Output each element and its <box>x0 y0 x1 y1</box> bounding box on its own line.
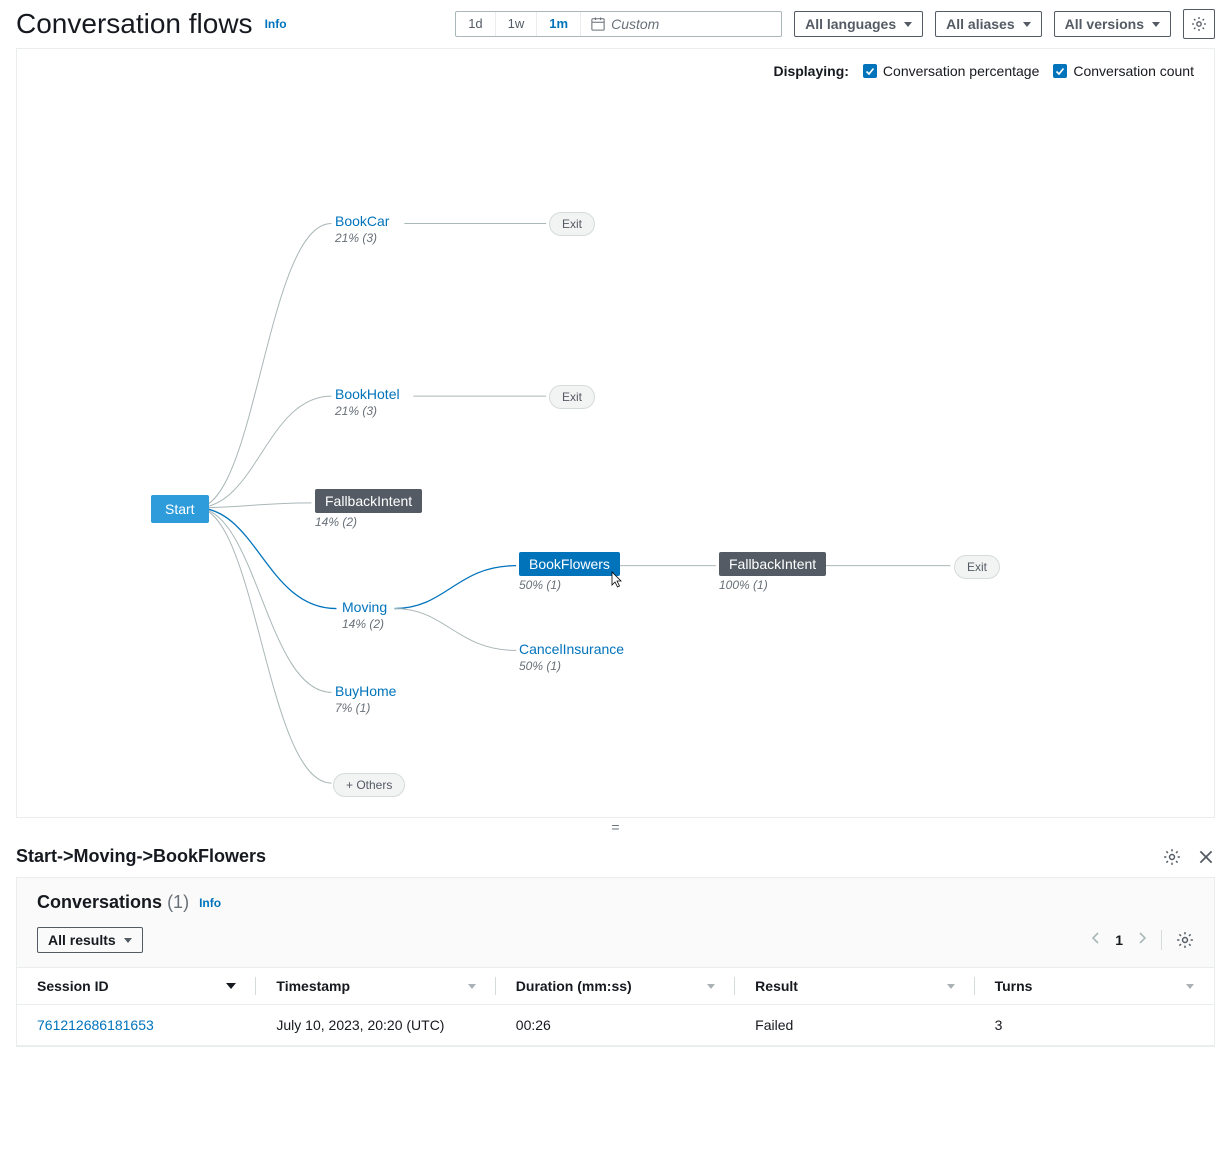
conversations-info-link[interactable]: Info <box>199 896 221 910</box>
sort-icon <box>1186 984 1194 989</box>
node-buyhome-stat: 7% (1) <box>335 701 396 715</box>
col-timestamp[interactable]: Timestamp <box>256 968 495 1005</box>
conversations-count: (1) <box>167 892 189 912</box>
table-settings-button[interactable] <box>1176 931 1194 949</box>
resize-handle[interactable]: = <box>0 818 1231 836</box>
close-panel-button[interactable] <box>1197 848 1215 866</box>
col-turns[interactable]: Turns <box>975 968 1214 1005</box>
sort-icon <box>707 984 715 989</box>
node-buyhome[interactable]: BuyHome <box>335 683 396 699</box>
node-bookhotel[interactable]: BookHotel <box>335 386 400 402</box>
col-duration[interactable]: Duration (mm:ss) <box>496 968 735 1005</box>
node-moving-stat: 14% (2) <box>342 617 387 631</box>
start-node[interactable]: Start <box>151 495 209 523</box>
calendar-icon <box>591 17 605 31</box>
panel-settings-button[interactable] <box>1163 848 1181 866</box>
cell-duration: 00:26 <box>496 1005 735 1046</box>
caret-down-icon <box>1023 22 1031 27</box>
versions-dropdown[interactable]: All versions <box>1054 11 1171 37</box>
settings-button[interactable] <box>1183 9 1215 39</box>
cell-turns: 3 <box>975 1005 1214 1046</box>
versions-label: All versions <box>1065 16 1144 32</box>
time-range-selector: 1d 1w 1m Custom <box>455 11 782 37</box>
session-link[interactable]: 761212686181653 <box>37 1017 154 1033</box>
time-1m[interactable]: 1m <box>537 12 581 36</box>
languages-dropdown[interactable]: All languages <box>794 11 923 37</box>
cell-timestamp: July 10, 2023, 20:20 (UTC) <box>256 1005 495 1046</box>
aliases-label: All aliases <box>946 16 1015 32</box>
node-fallback2[interactable]: FallbackIntent <box>719 552 826 576</box>
conversations-table: Session ID Timestamp Duration (mm:ss) Re… <box>17 967 1214 1046</box>
conversations-title: Conversations (1) <box>37 892 189 913</box>
pager-prev[interactable] <box>1091 931 1101 950</box>
table-row[interactable]: 761212686181653 July 10, 2023, 20:20 (UT… <box>17 1005 1214 1046</box>
time-1w[interactable]: 1w <box>496 12 538 36</box>
sort-icon <box>947 984 955 989</box>
results-filter-dropdown[interactable]: All results <box>37 927 143 953</box>
node-cancelinsurance[interactable]: CancelInsurance <box>519 641 624 657</box>
flow-canvas[interactable]: Start BookCar 21% (3) Exit BookHotel 21%… <box>17 49 1214 817</box>
exit-pill[interactable]: Exit <box>549 212 595 236</box>
col-session[interactable]: Session ID <box>17 968 256 1005</box>
cell-result: Failed <box>735 1005 974 1046</box>
node-cancelinsurance-stat: 50% (1) <box>519 659 624 673</box>
time-1d[interactable]: 1d <box>456 12 495 36</box>
node-bookcar-stat: 21% (3) <box>335 231 389 245</box>
others-pill[interactable]: + Others <box>333 773 405 797</box>
custom-placeholder: Custom <box>611 16 659 32</box>
node-fallback2-stat: 100% (1) <box>719 578 826 592</box>
languages-label: All languages <box>805 16 896 32</box>
pager-current: 1 <box>1115 932 1123 948</box>
breadcrumb: Start->Moving->BookFlowers <box>16 846 266 867</box>
sort-icon <box>468 984 476 989</box>
node-fallback1-stat: 14% (2) <box>315 515 422 529</box>
time-custom-input[interactable]: Custom <box>581 12 781 36</box>
caret-down-icon <box>904 22 912 27</box>
results-filter-label: All results <box>48 932 116 948</box>
exit-pill[interactable]: Exit <box>954 555 1000 579</box>
node-bookflowers[interactable]: BookFlowers <box>519 552 620 576</box>
info-link[interactable]: Info <box>265 17 287 31</box>
node-moving[interactable]: Moving <box>342 599 387 615</box>
col-result[interactable]: Result <box>735 968 974 1005</box>
flow-panel: Displaying: Conversation percentage Conv… <box>16 48 1215 818</box>
node-bookflowers-stat: 50% (1) <box>519 578 620 592</box>
caret-down-icon <box>1152 22 1160 27</box>
caret-down-icon <box>124 938 132 943</box>
conversations-panel: Conversations (1) Info All results 1 S <box>16 877 1215 1047</box>
page-title: Conversation flows <box>16 8 253 40</box>
gear-icon <box>1191 16 1207 32</box>
pager-next[interactable] <box>1137 931 1147 950</box>
sort-icon <box>226 983 236 989</box>
divider <box>1161 930 1162 950</box>
node-bookhotel-stat: 21% (3) <box>335 404 400 418</box>
node-bookcar[interactable]: BookCar <box>335 213 389 229</box>
node-fallback1[interactable]: FallbackIntent <box>315 489 422 513</box>
aliases-dropdown[interactable]: All aliases <box>935 11 1042 37</box>
exit-pill[interactable]: Exit <box>549 385 595 409</box>
